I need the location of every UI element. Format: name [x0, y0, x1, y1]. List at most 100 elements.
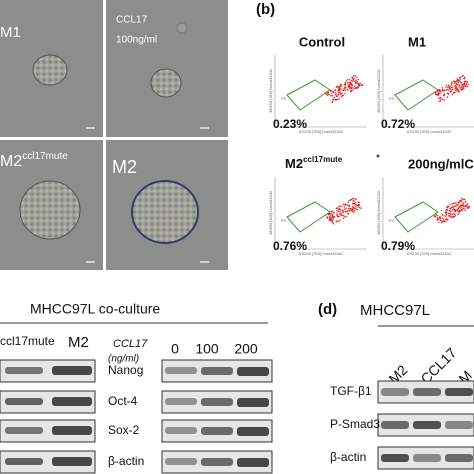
event-dot: [355, 198, 357, 201]
event-dot: [460, 82, 462, 84]
event-dot: [458, 84, 460, 86]
lane-label: CCL17: [417, 344, 459, 386]
event-dot: [462, 84, 464, 86]
spheroid: [150, 68, 182, 98]
event-dot: [442, 98, 444, 101]
event-dot: [353, 203, 356, 205]
blot: [0, 390, 96, 414]
band: [445, 421, 473, 429]
event-dot: [337, 90, 340, 92]
plot-title: M1: [408, 34, 426, 49]
x-axis-label: 670/30 [355] hoest33342: [407, 251, 452, 256]
event-dot: [326, 90, 329, 93]
event-dot: [457, 207, 460, 210]
event-dot: [347, 213, 350, 215]
event-dot: [349, 82, 352, 84]
event-dot: [353, 80, 356, 82]
event-dot: [444, 215, 447, 217]
event-dot: [446, 211, 448, 214]
event-dot: [348, 204, 351, 207]
event-dot: [447, 205, 450, 208]
gate-label: P3: [281, 218, 287, 223]
band: [237, 458, 269, 467]
event-dot: [356, 87, 358, 89]
panel-d: (d) MHCC97L M2 CCL17 M TGF-β1P-Smad3β-ac…: [318, 301, 474, 470]
unit-label: (ng/ml): [108, 354, 139, 365]
event-dot: [441, 87, 444, 89]
band: [165, 398, 197, 405]
event-dot: [340, 84, 342, 86]
event-dot: [453, 205, 456, 207]
event-dot: [345, 207, 347, 210]
event-dot: [343, 88, 345, 90]
event-dot: [352, 202, 354, 205]
panel-label: (b): [256, 1, 275, 18]
event-dot: [351, 76, 353, 78]
event-dot: [341, 213, 343, 215]
event-dot: [465, 85, 467, 88]
event-dot: [337, 87, 340, 89]
event-dot: [338, 207, 340, 210]
event-dot: [342, 203, 345, 206]
event-dot: [333, 96, 336, 99]
event-dot: [350, 89, 352, 92]
band: [237, 427, 269, 436]
event-dot: [451, 94, 454, 96]
protein-label: Oct-4: [108, 394, 138, 408]
event-dot: [338, 213, 341, 215]
gate-label: P3: [281, 96, 287, 101]
event-dot: [335, 92, 337, 94]
event-dot: [328, 219, 330, 221]
event-dot: [351, 77, 353, 80]
event-dot: [336, 98, 338, 101]
event-dot: [352, 80, 354, 82]
event-dot: [349, 78, 351, 81]
event-dot: [336, 210, 338, 212]
event-dot: [358, 201, 360, 204]
event-dot: [360, 207, 362, 209]
event-dot: [437, 94, 439, 97]
event-dot: [447, 92, 449, 95]
event-dot: [324, 214, 327, 217]
event-dot: [327, 91, 329, 94]
event-dot: [359, 82, 361, 85]
event-dot: [457, 89, 460, 91]
event-dot: [347, 89, 349, 91]
event-dot: [438, 97, 440, 99]
event-dot: [357, 206, 359, 208]
event-dot: [459, 207, 462, 209]
event-dot: [455, 201, 457, 204]
event-dot: [461, 89, 463, 91]
event-dot: [459, 78, 461, 80]
event-dot: [461, 86, 463, 88]
event-dot: [347, 201, 349, 204]
event-dot: [349, 87, 351, 90]
y-axis-label: 460/50 [355] hoest33342: [268, 68, 273, 113]
event-dot: [446, 207, 449, 209]
event-dot: [460, 205, 462, 207]
event-dot: [331, 90, 333, 92]
event-dot: [359, 206, 361, 209]
scale-bars: [86, 127, 209, 263]
event-dot: [437, 92, 439, 95]
event-dot: [355, 87, 357, 90]
event-dot: [343, 206, 346, 208]
event-dot: [450, 86, 453, 89]
event-dot: [331, 220, 334, 223]
title-main: M2: [285, 156, 303, 171]
event-dot: [464, 209, 466, 212]
band: [381, 388, 409, 396]
event-dot: [353, 88, 355, 90]
event-dot: [442, 218, 445, 221]
event-dot: [454, 82, 456, 84]
event-dot: [451, 205, 453, 207]
plot-title: Control: [299, 34, 345, 49]
event-dot: [357, 78, 359, 81]
event-dot: [441, 217, 444, 219]
event-dot: [459, 80, 461, 83]
event-dot: [453, 213, 456, 216]
event-dot: [337, 93, 340, 96]
event-dot: [455, 205, 457, 207]
event-dot: [332, 216, 335, 218]
event-dot: [338, 215, 340, 218]
